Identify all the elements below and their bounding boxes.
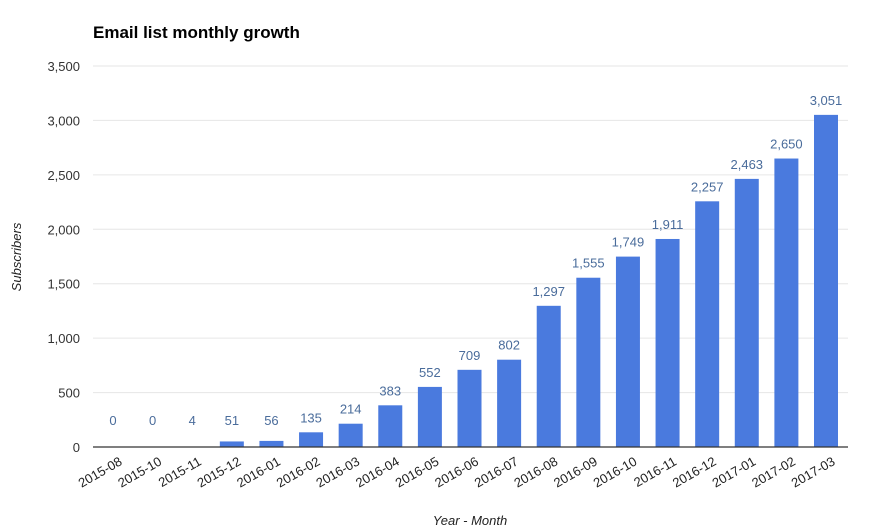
data-label: 1,555 [572,256,605,271]
bar [774,158,799,447]
bar [734,178,759,447]
data-label: 802 [498,338,520,353]
x-tick-label: 2016-01 [234,454,283,491]
bar [695,201,720,447]
bar [417,386,442,447]
bar [576,277,601,447]
x-tick-label: 2016-11 [631,454,679,490]
x-tick-label: 2016-06 [432,454,481,491]
data-label: 0 [149,413,156,428]
data-label: 2,650 [770,137,803,152]
data-label: 2,463 [731,157,764,172]
x-tick-label: 2016-07 [472,454,521,491]
x-tick-label: 2017-01 [709,454,758,491]
bar [457,369,482,447]
chart-title: Email list monthly growth [93,23,300,42]
y-tick-label: 1,000 [47,331,80,346]
x-tick-label: 2016-08 [511,454,560,491]
bar [497,359,522,447]
bar [299,432,324,447]
x-tick-label: 2016-03 [313,454,362,491]
bar [259,440,284,447]
x-tick-label: 2016-02 [274,454,323,491]
x-tick-label: 2017-02 [749,454,798,491]
data-label: 4 [189,413,196,428]
data-label: 0 [109,413,116,428]
bar [814,114,838,447]
data-label: 383 [379,383,401,398]
y-tick-label: 2,500 [47,168,80,183]
y-tick-label: 1,500 [47,277,80,292]
x-tick-label: 2015-11 [156,454,204,490]
data-label: 1,297 [532,284,565,299]
data-labels: 0 0 4 51 56 135 214 383 552 709 802 1,297 1,555 1,749… [109,93,842,428]
x-tick-label: 2015-08 [76,454,125,491]
y-tick-label: 0 [73,440,80,455]
x-tick-label: 2015-12 [195,454,244,491]
data-label: 135 [300,410,322,425]
gridlines [93,65,848,394]
y-tick-label: 3,500 [47,59,80,74]
x-axis-label: Year - Month [433,513,507,528]
data-label: 214 [340,402,362,417]
bar [219,441,244,447]
x-tick-label: 2016-12 [670,454,719,491]
y-tick-label: 2,000 [47,222,80,237]
y-axis-label: Subscribers [9,222,24,291]
x-tick-label: 2016-09 [551,454,600,491]
data-label: 56 [264,413,278,428]
bar [615,256,640,447]
x-tick-label: 2015-10 [115,454,164,491]
y-tick-label: 3,000 [47,113,80,128]
data-label: 51 [225,413,239,428]
x-tick-label: 2016-10 [591,454,640,491]
bars [180,114,838,447]
data-label: 552 [419,365,441,380]
y-axis-ticks: 0 500 1,000 1,500 2,000 2,500 3,000 3,500 [47,59,80,455]
x-tick-label: 2016-05 [393,454,442,491]
bar [338,423,363,447]
x-tick-label: 2017-03 [789,454,838,491]
data-label: 3,051 [810,93,843,108]
data-label: 1,911 [652,217,684,232]
x-axis-ticks: 2015-082015-102015-112015-122016-012016-… [76,454,838,491]
bar [378,405,403,447]
bar [655,238,680,447]
y-tick-label: 500 [58,386,80,401]
bar [536,305,561,447]
data-label: 709 [459,348,481,363]
x-tick-label: 2016-04 [353,454,402,491]
data-label: 1,749 [612,235,645,250]
data-label: 2,257 [691,179,724,194]
